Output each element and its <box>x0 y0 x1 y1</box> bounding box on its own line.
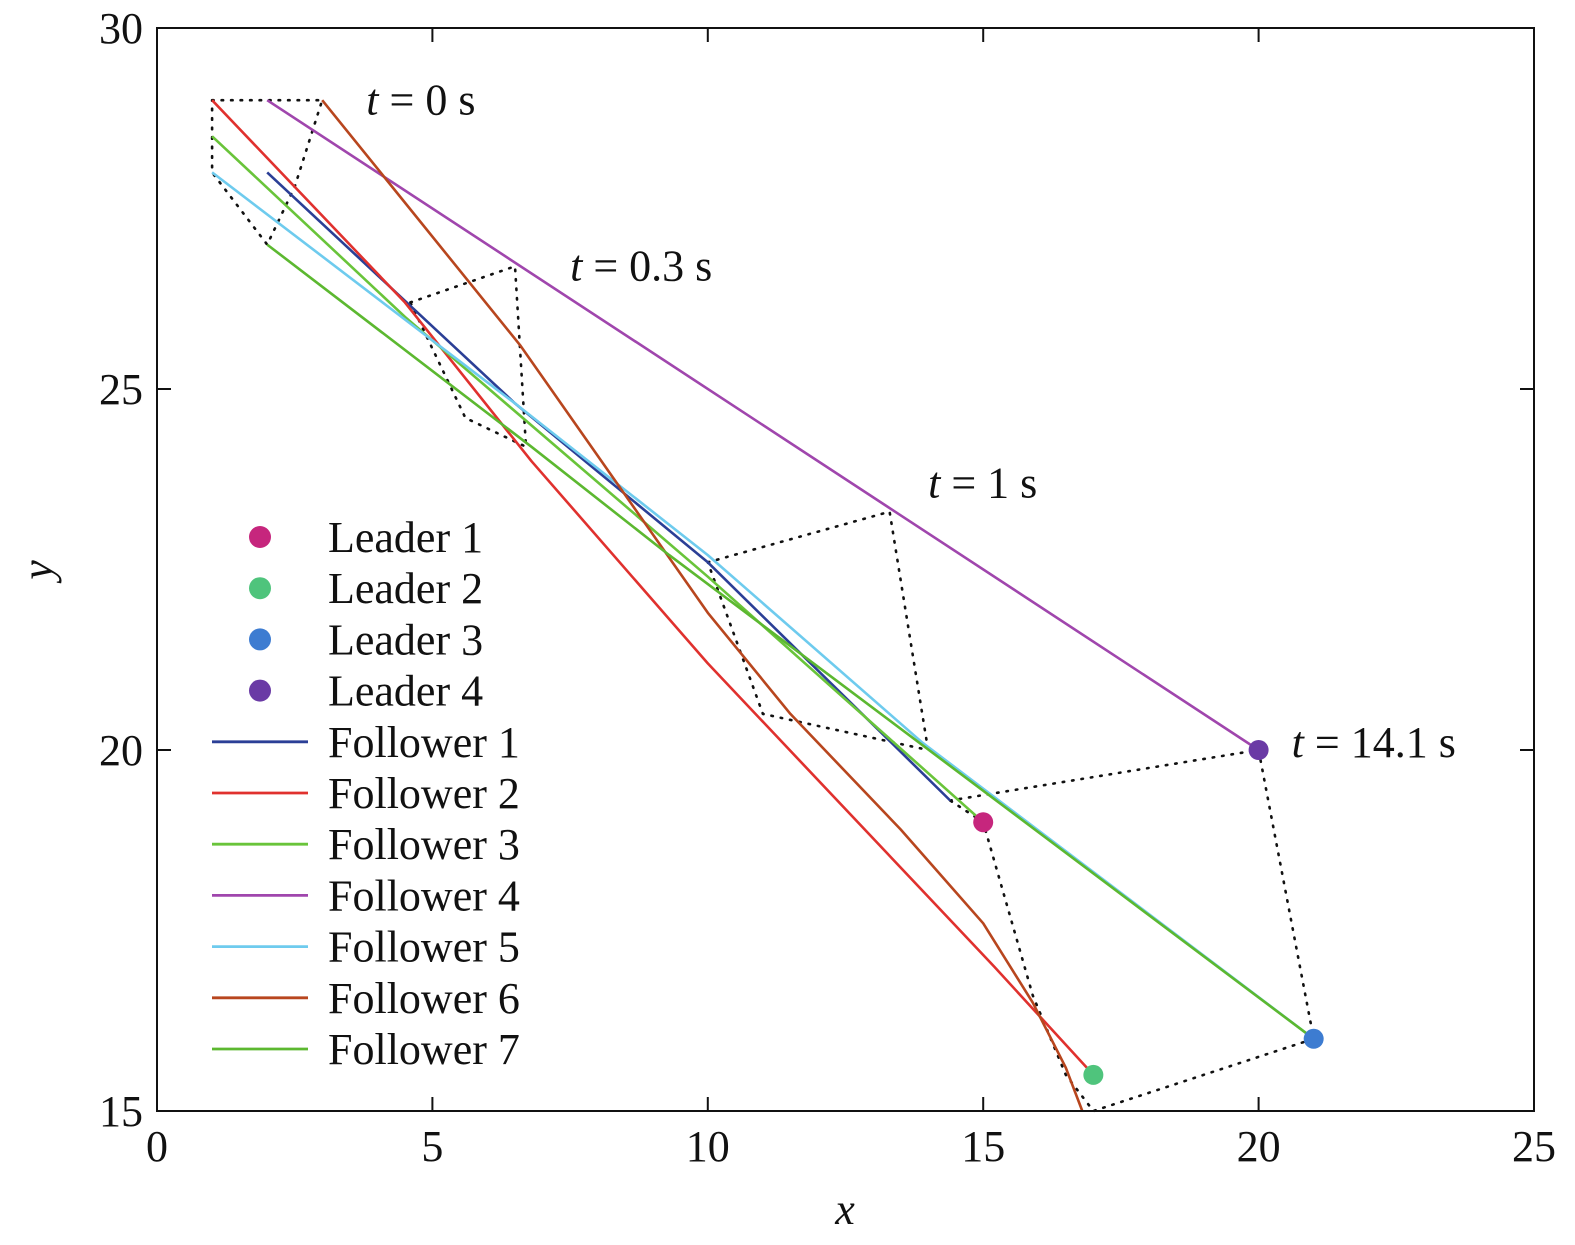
time-annotation-var: t <box>570 242 584 291</box>
legend-follower-2-label: Follower 2 <box>328 769 520 818</box>
follower-trajectories <box>211 99 1315 1112</box>
x-tick-label: 25 <box>1512 1122 1556 1171</box>
follower-5-line <box>211 171 1315 1040</box>
time-annotation-var: t <box>366 76 380 125</box>
legend-follower-3-label: Follower 3 <box>328 820 520 869</box>
legend-leader-1-marker <box>249 526 271 548</box>
legend-follower-6-label: Follower 6 <box>328 974 520 1023</box>
legend-leader-4-marker <box>249 679 271 702</box>
leader-markers <box>973 740 1324 1085</box>
leader-3-marker <box>1303 1028 1324 1049</box>
time-annotation-2: t = 0.3 s <box>570 242 712 291</box>
follower-3-line <box>211 135 985 824</box>
legend-leader-1-label: Leader 1 <box>328 513 483 562</box>
time-annotation-3: t = 1 s <box>928 458 1037 507</box>
axis-ticks: 0 5 10 15 20 25 15 20 25 30 <box>99 4 1556 1171</box>
time-annotation-value: = 0.3 s <box>582 242 712 291</box>
legend-follower-1-label: Follower 1 <box>328 718 520 767</box>
formation-outline-2 <box>409 264 528 449</box>
time-annotation-var: t <box>928 458 942 507</box>
formation-outline-4 <box>948 748 1316 1113</box>
formation-outline-3 <box>706 510 930 752</box>
y-tick-label: 15 <box>99 1087 143 1136</box>
x-tick-label: 20 <box>1237 1122 1281 1171</box>
leader-4-marker <box>1248 740 1269 760</box>
leader-2-marker <box>1083 1064 1104 1085</box>
time-annotations: t = 0 st = 0.3 st = 1 st = 14.1 s <box>366 76 1456 768</box>
y-tick-label: 20 <box>99 726 143 775</box>
y-axis-label: y <box>13 560 62 584</box>
x-tick-label: 5 <box>421 1122 443 1171</box>
time-annotation-var: t <box>1292 718 1306 767</box>
follower-4-line <box>266 99 1260 752</box>
legend-follower-5-label: Follower 5 <box>328 923 520 972</box>
y-tick-label: 25 <box>99 365 143 414</box>
plot-frame <box>156 27 1535 1112</box>
follower-7-line <box>266 243 1315 1040</box>
legend-leader-4-label: Leader 4 <box>328 667 483 716</box>
x-tick-label: 10 <box>686 1122 730 1171</box>
time-annotation-4: t = 14.1 s <box>1292 718 1456 767</box>
legend-leader-2-label: Leader 2 <box>328 564 483 613</box>
time-annotation-1: t = 0 s <box>366 76 475 125</box>
legend-leader-3-marker <box>249 628 271 651</box>
x-tick-label: 15 <box>961 1122 1005 1171</box>
legend-follower-4-label: Follower 4 <box>328 871 520 920</box>
legend-leader-2-marker <box>249 577 271 600</box>
time-annotation-value: = 1 s <box>940 458 1037 507</box>
time-annotation-value: = 14.1 s <box>1304 718 1456 767</box>
y-tick-label: 30 <box>99 4 143 53</box>
legend-follower-7-label: Follower 7 <box>328 1025 520 1074</box>
follower-6-line <box>321 99 1084 1112</box>
leader-1-marker <box>973 812 994 833</box>
x-axis-label: x <box>834 1185 855 1234</box>
time-annotation-value: = 0 s <box>379 76 476 125</box>
legend-leader-3-label: Leader 3 <box>328 615 483 664</box>
x-tick-label: 0 <box>146 1122 168 1171</box>
follower-2-line <box>211 99 1095 1076</box>
